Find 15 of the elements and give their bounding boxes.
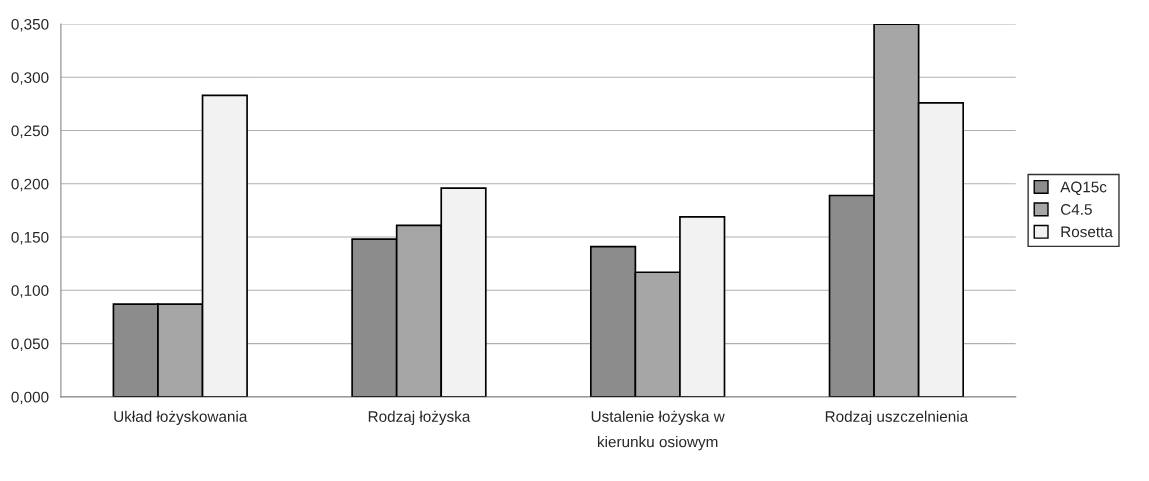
legend-label: Rosetta: [1061, 226, 1113, 238]
x-tick-label: Ustalenie łożyska w kierunku osiowym: [591, 410, 725, 451]
y-tick-label: 0,250: [11, 125, 49, 139]
legend-label: C4.5: [1060, 203, 1092, 215]
y-tick-label: 0,150: [11, 231, 49, 245]
x-tick-label: Rodzaj uszczelnienia: [825, 410, 969, 425]
legend-label: AQ15c: [1060, 181, 1107, 196]
y-tick-label: 0,000: [11, 391, 49, 405]
y-tick-label: 0,050: [11, 338, 49, 352]
y-tick-label: 0,100: [11, 285, 49, 298]
x-tick-label: Rodzaj łożyska: [368, 410, 471, 425]
y-tick-label: 0,350: [11, 18, 49, 32]
y-tick-label: 0,200: [11, 178, 49, 192]
x-tick-label: Układ łożyskowania: [114, 410, 248, 425]
y-tick-label: 0,300: [11, 72, 49, 85]
